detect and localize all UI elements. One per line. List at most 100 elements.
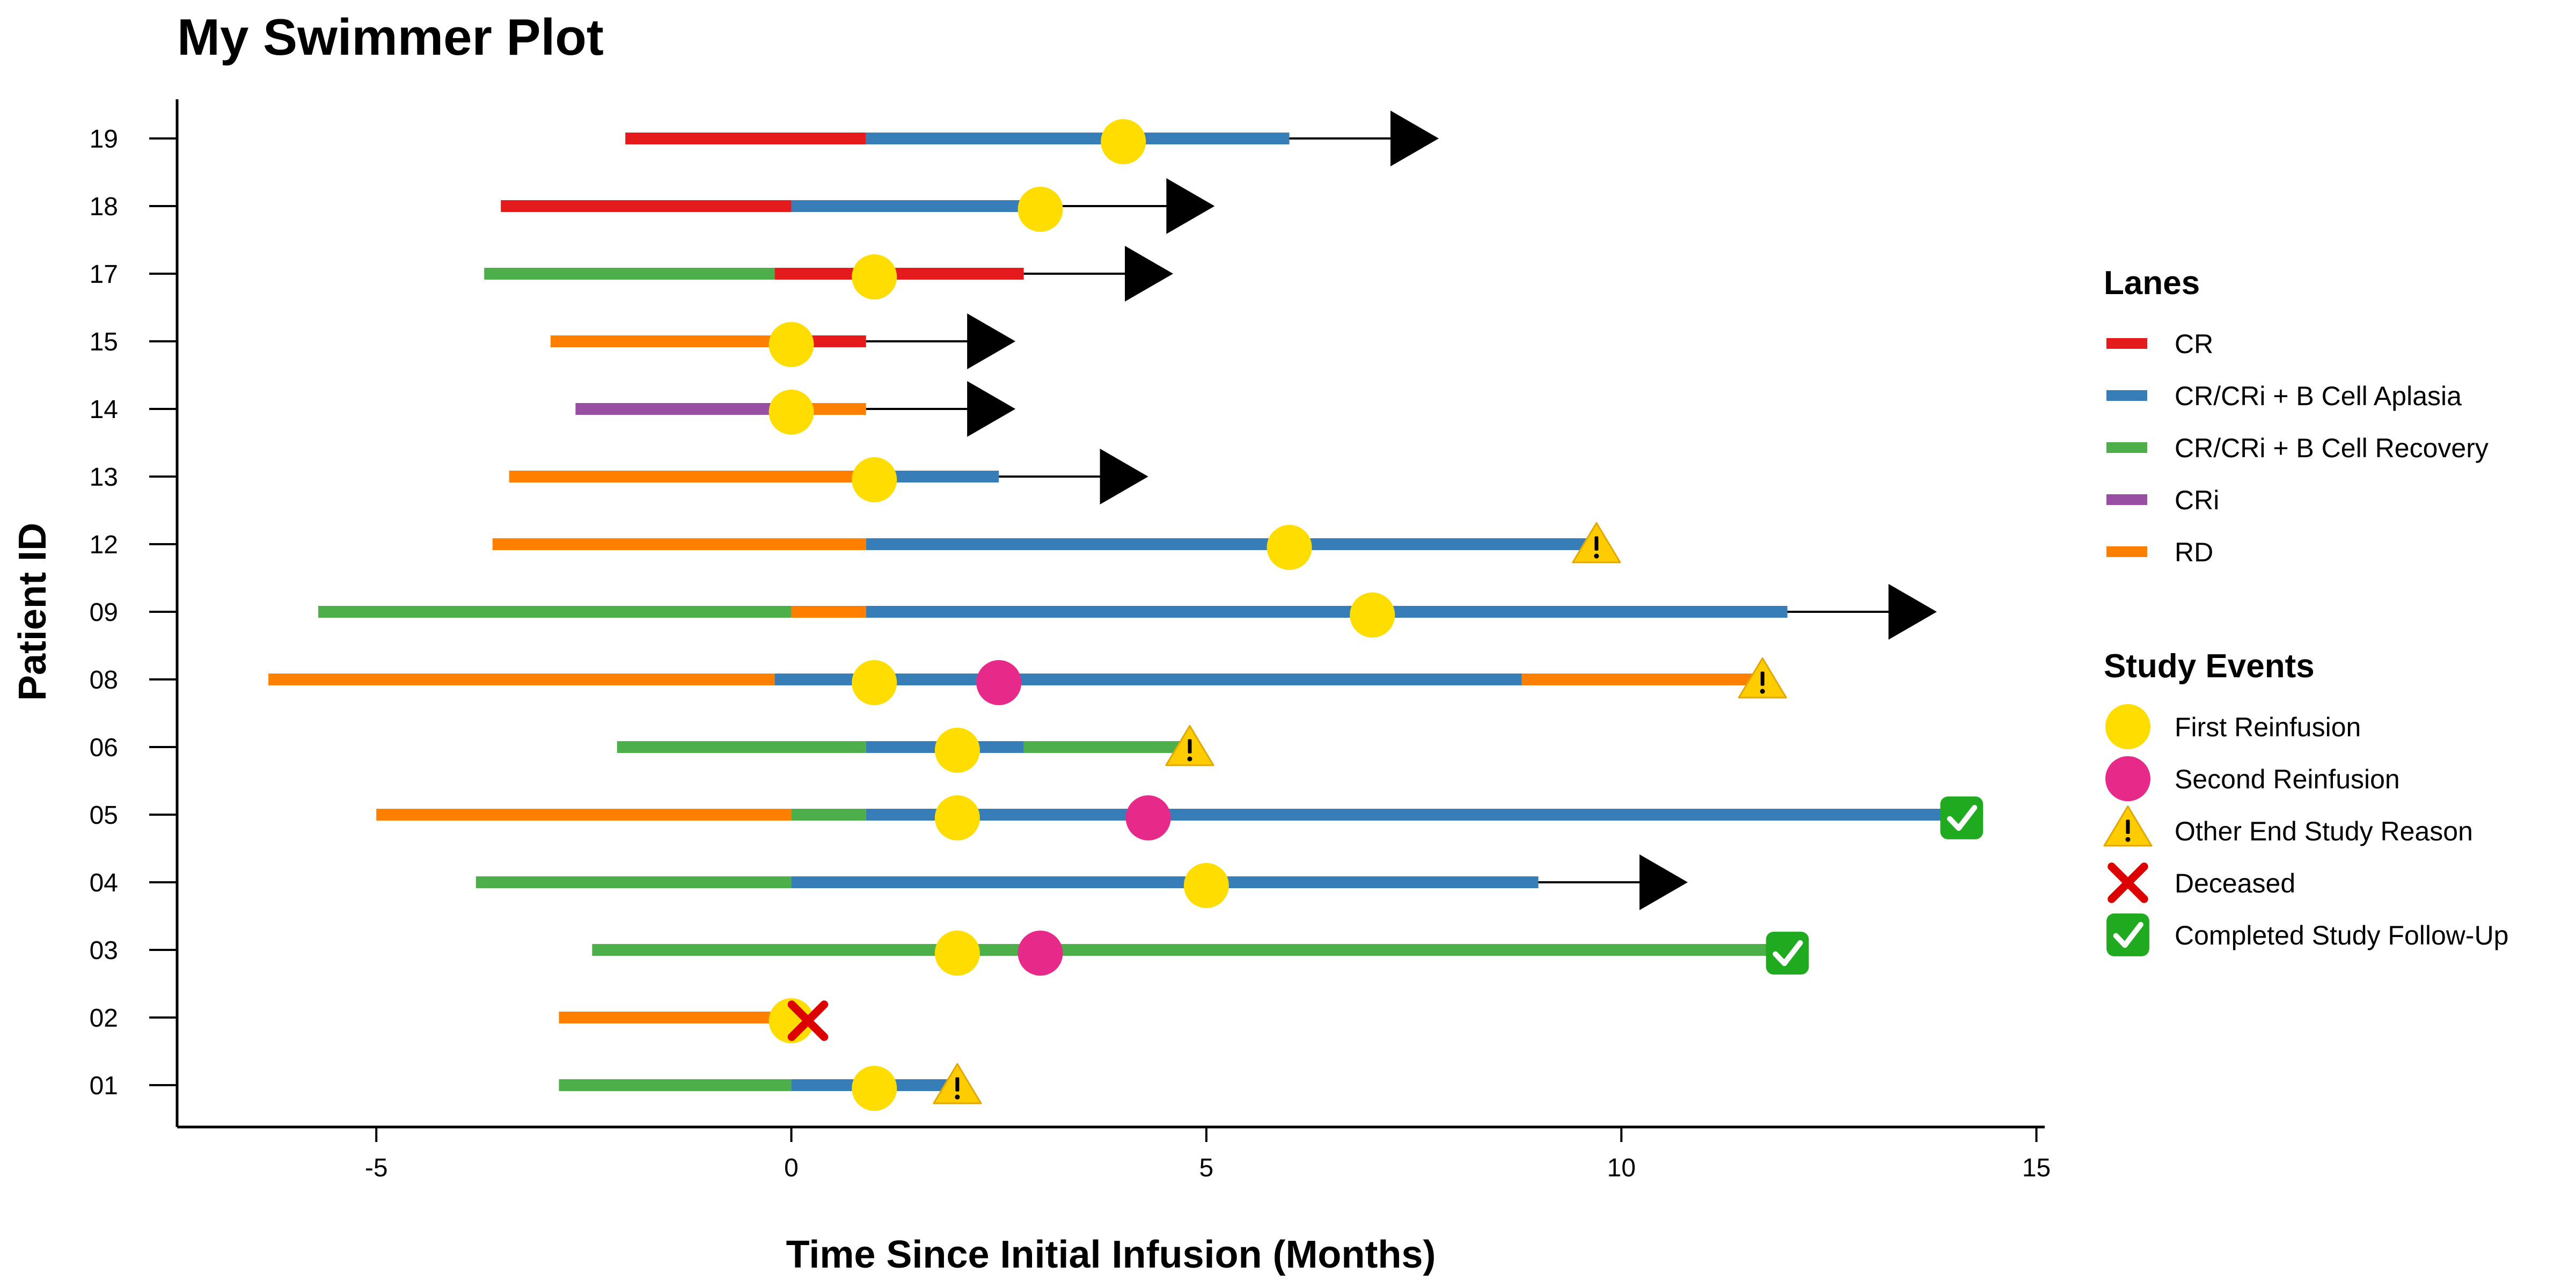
first-reinfusion-marker: [769, 390, 814, 435]
warning-dot: [1594, 553, 1599, 559]
second-reinfusion-marker: [2105, 756, 2150, 801]
lane-bar-rd: [551, 335, 792, 347]
legend-swatch-rd: [2106, 546, 2147, 557]
lane-bar-cr-cri-b-cell-aplasia: [866, 809, 1953, 821]
lane-bar-rd: [509, 471, 875, 482]
legend: Lanes Study Events CR CR/CRi + B Cell Apl…: [2103, 265, 2509, 956]
lane-bar-rd: [268, 674, 775, 685]
lane-bar-cr-cri-b-cell-aplasia: [791, 876, 1539, 888]
warning-icon: [1572, 522, 1621, 564]
first-reinfusion-marker: [1101, 119, 1146, 164]
warning-bar: [2126, 819, 2130, 834]
lane-bar-cr: [625, 133, 866, 144]
legend-label-deceased: Deceased: [2175, 868, 2295, 898]
legend-label-cr: CR: [2175, 329, 2213, 359]
warning-icon: [1165, 724, 1214, 766]
legend-label-other-end-study-reason: Other End Study Reason: [2175, 816, 2473, 846]
first-reinfusion-marker: [852, 1066, 897, 1111]
first-reinfusion-marker: [1018, 187, 1063, 232]
y-tick-label: 04: [90, 869, 118, 897]
lane-bar-cr-cri-b-cell-aplasia: [866, 606, 1788, 618]
y-tick-label: 12: [90, 531, 118, 559]
first-reinfusion-marker: [934, 795, 980, 840]
legend-label-cri: CRi: [2175, 485, 2219, 515]
legend-label-completed-study-follow-up: Completed Study Follow-Up: [2175, 920, 2509, 950]
warning-dot: [1760, 689, 1765, 694]
y-tick-label: 01: [90, 1072, 118, 1100]
x-mark-icon: [2107, 862, 2148, 903]
second-reinfusion-marker: [1018, 931, 1063, 976]
patient-lanes: [268, 133, 1953, 1091]
ongoing-arrowhead: [1166, 178, 1215, 234]
second-reinfusion-marker: [1125, 795, 1171, 840]
ongoing-arrowhead: [967, 381, 1016, 437]
y-tick-label: 08: [90, 666, 118, 694]
first-reinfusion-marker: [852, 457, 897, 502]
lane-bar-cr-cri-b-cell-aplasia: [866, 538, 1597, 550]
legend-swatch-cr-cri-b-cell-aplasia: [2106, 390, 2147, 401]
lane-bar-cr-cri-b-cell-aplasia: [874, 471, 999, 482]
first-reinfusion-marker: [1183, 863, 1229, 908]
lane-bar-rd: [791, 606, 866, 618]
y-tick-label: 19: [90, 125, 118, 153]
x-axis-ticks: -5 0 5 10 15: [365, 1127, 2051, 1182]
study-event-markers: [769, 119, 1984, 1111]
ongoing-arrows: [866, 111, 1937, 910]
first-reinfusion-marker: [769, 322, 814, 367]
ongoing-arrowhead: [1390, 111, 1439, 166]
warning-bar: [1188, 739, 1192, 753]
first-reinfusion-marker: [852, 660, 897, 705]
first-reinfusion-marker: [1350, 592, 1395, 638]
x-stroke: [2107, 862, 2148, 903]
lane-bar-cr-cri-b-cell-aplasia: [774, 674, 1522, 685]
lane-bar-rd: [376, 809, 792, 821]
check-stroke: [1773, 940, 1803, 967]
x-mark-icon: [787, 1000, 829, 1041]
x-axis-title: Time Since Initial Infusion (Months): [786, 1233, 1436, 1276]
first-reinfusion-marker: [852, 254, 897, 299]
lane-bar-rd: [1521, 674, 1763, 685]
warning-bar: [1594, 536, 1599, 551]
x-tick-label: 5: [1199, 1154, 1214, 1182]
x-tick-label: 15: [2022, 1154, 2051, 1182]
first-reinfusion-marker: [1267, 525, 1312, 570]
legend-label-second-reinfusion: Second Reinfusion: [2175, 764, 2400, 794]
x-stroke: [787, 1000, 829, 1041]
legend-swatch-cr: [2106, 338, 2147, 349]
first-reinfusion-marker: [934, 931, 980, 976]
lane-bar-cr: [774, 268, 1024, 280]
lane-bar-cr-cri-b-cell-aplasia: [866, 133, 1290, 144]
ongoing-arrowhead: [1125, 246, 1173, 302]
chart-title: My Swimmer Plot: [177, 9, 604, 66]
legend-events-title: Study Events: [2104, 648, 2315, 685]
legend-lanes-title: Lanes: [2104, 265, 2200, 302]
warning-dot: [955, 1094, 960, 1100]
check-box: [1940, 796, 1984, 839]
check-box: [2106, 913, 2149, 956]
check-stroke: [2113, 921, 2143, 948]
second-reinfusion-marker: [976, 660, 1022, 705]
lane-bar-cr-cri-b-cell-recovery: [475, 876, 792, 888]
y-tick-label: 13: [90, 463, 118, 492]
legend-label-cr-cri-b-cell-recovery: CR/CRi + B Cell Recovery: [2175, 433, 2489, 463]
lane-bar-cri: [575, 403, 775, 415]
warning-dot: [1187, 756, 1192, 762]
ongoing-arrowhead: [1100, 449, 1148, 504]
warning-icon: [1738, 657, 1787, 699]
check-box: [1766, 932, 1809, 975]
x-tick-label: 0: [784, 1154, 799, 1182]
lane-bar-cr-cri-b-cell-recovery: [559, 1079, 792, 1091]
first-reinfusion-marker: [769, 998, 814, 1043]
warning-icon: [933, 1063, 982, 1104]
legend-label-rd: RD: [2175, 537, 2213, 567]
y-tick-label: 09: [90, 598, 118, 627]
ongoing-arrowhead: [1888, 584, 1937, 640]
legend-swatch-cr-cri-b-cell-recovery: [2106, 442, 2147, 453]
x-tick-label: 10: [1607, 1154, 1636, 1182]
lane-bar-rd: [492, 538, 866, 550]
lane-bar-cr-cri-b-cell-recovery: [617, 741, 866, 753]
lane-bar-cr-cri-b-cell-recovery: [1023, 741, 1190, 753]
check-mark-icon: [1766, 932, 1809, 975]
lane-bar-cr-cri-b-cell-recovery: [318, 606, 792, 618]
